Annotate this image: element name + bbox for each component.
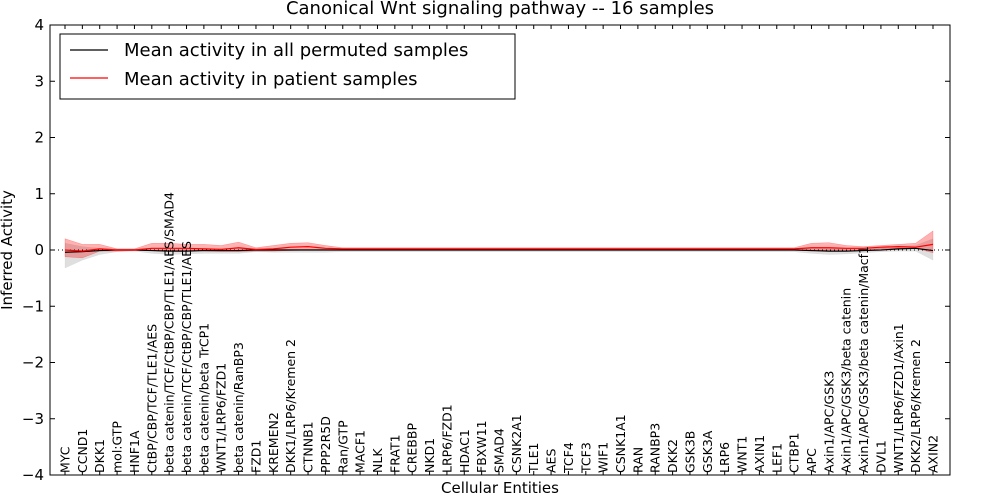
x-tick-label: FRAT1 [387, 434, 402, 473]
x-tick-label: HDAC1 [457, 429, 472, 473]
x-tick-label: FZD1 [248, 440, 263, 473]
x-tick-label: WIF1 [596, 442, 611, 473]
y-axis: −4 −3 −2 −1 0 1 2 3 4 [22, 16, 950, 484]
x-tick-label: TCF3 [578, 442, 593, 474]
x-tick-label: DKK2/LRP6/Kremen 2 [908, 339, 923, 473]
x-tick-label: DKK1 [92, 439, 107, 473]
x-tick-label: CREBBP [405, 423, 420, 473]
y-tick-label: 4 [34, 16, 44, 34]
x-tick-label: LRP6/FZD1 [439, 404, 454, 473]
x-tick-label: Ran/GTP [335, 420, 350, 473]
legend-label-permuted: Mean activity in all permuted samples [124, 40, 468, 61]
x-tick-label: WNT1/LRP6/FZD1 [214, 363, 229, 473]
x-tick-label: Axin1/APC/GSK3 [821, 371, 836, 473]
y-tick-label: −2 [22, 354, 44, 372]
x-tick-label: KREMEN2 [266, 412, 281, 473]
legend: Mean activity in all permuted samples Me… [59, 33, 516, 100]
series-patient-path [64, 243, 934, 252]
x-tick-label: WNT1 [735, 436, 750, 473]
x-tick-label: WNT1/LRP6/FZD1/Axin1 [891, 323, 906, 473]
x-tick-label: APC [804, 448, 819, 473]
x-tick-label: GSK3A [700, 430, 715, 473]
x-tick-label: DVL1 [873, 440, 888, 473]
y-tick-label: 2 [34, 129, 44, 147]
y-tick-label: 1 [34, 185, 44, 203]
legend-label-patient: Mean activity in patient samples [124, 69, 418, 90]
x-tick-label: LRP6 [717, 442, 732, 473]
x-axis-label: Cellular Entities [441, 479, 559, 497]
x-tick-label: PPP2R5D [318, 416, 333, 473]
x-tick-label: Axin1/APC/GSK3/beta catenin/Macf1 [856, 246, 871, 473]
x-tick-label: LEF1 [769, 443, 784, 473]
x-tick-label: CTNNB1 [301, 421, 316, 473]
series-permuted-band [64, 238, 934, 269]
x-tick-label: FBXW11 [474, 420, 489, 473]
y-tick-label: −3 [22, 410, 44, 428]
x-tick-label: HNF1A [127, 430, 142, 473]
y-axis-label: Inferred Activity [0, 190, 16, 310]
x-tick-label: Axin1/APC/GSK3/beta catenin [839, 288, 854, 473]
y-tick-label: 3 [34, 72, 44, 90]
x-tick-label: AXIN2 [926, 435, 941, 473]
x-tick-label: CTBP1 [787, 433, 802, 473]
x-axis: MYC CCND1 DKK1 mol:GTP HNF1A CtBP/CBP/TCF/TLE… [58, 25, 941, 475]
x-tick-label: mol:GTP [110, 421, 125, 473]
x-tick-label: GSK3B [682, 431, 697, 473]
x-tick-label: AXIN1 [752, 435, 767, 473]
x-tick-label: CCND1 [75, 429, 90, 473]
y-tick-label: −1 [22, 297, 44, 315]
x-tick-label: SMAD4 [492, 428, 507, 473]
x-tick-label: beta catenin/beta TrCP1 [196, 323, 211, 473]
x-tick-label: beta catenin/TCF/CtBP/CBP/TLE1/AES [179, 241, 194, 473]
x-tick-label: NKD1 [422, 438, 437, 473]
x-tick-label: DKK2 [665, 439, 680, 473]
x-tick-label: TCF4 [561, 442, 576, 474]
x-tick-label: CtBP/CBP/TCF/TLE1/AES [144, 324, 159, 473]
x-tick-label: RANBP3 [648, 423, 663, 473]
y-tick-label: −4 [22, 466, 44, 484]
x-tick-label: NLK [370, 448, 385, 473]
series-permuted-line [64, 247, 934, 253]
x-tick-label: MACF1 [353, 430, 368, 473]
series-permuted-path [64, 247, 934, 253]
series-patient-line [64, 243, 934, 252]
x-tick-label: CSNK2A1 [509, 414, 524, 473]
y-tick-label: 0 [34, 241, 44, 259]
x-tick-label: RAN [630, 447, 645, 473]
x-tick-label: beta catenin/RanBP3 [231, 342, 246, 473]
x-tick-label: beta catenin/TCF/CtBP/CBP/TLE1/AES/SMAD4 [162, 192, 177, 473]
legend-frame [59, 33, 516, 100]
x-tick-label: AES [544, 449, 559, 473]
x-tick-label: MYC [58, 446, 73, 473]
x-tick-label: TLE1 [526, 443, 541, 474]
band-permuted-area [64, 238, 934, 269]
x-tick-label: DKK1/LRP6/Kremen 2 [283, 339, 298, 473]
chart-title: Canonical Wnt signaling pathway -- 16 sa… [286, 0, 714, 19]
x-tick-label: CSNK1A1 [613, 414, 628, 473]
